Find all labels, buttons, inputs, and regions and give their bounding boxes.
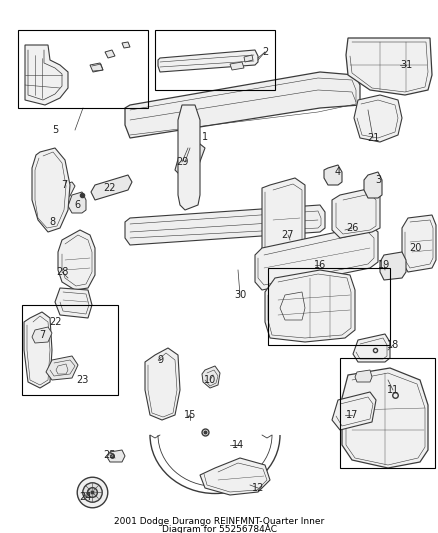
Text: 2001 Dodge Durango REINFMNT-Quarter Inner: 2001 Dodge Durango REINFMNT-Quarter Inne… (114, 518, 324, 527)
Text: 30: 30 (234, 290, 246, 300)
Text: 17: 17 (346, 410, 358, 420)
Polygon shape (332, 392, 376, 430)
Polygon shape (32, 327, 52, 343)
Text: 1: 1 (202, 132, 208, 142)
Text: 27: 27 (282, 230, 294, 240)
Polygon shape (32, 148, 70, 232)
Polygon shape (125, 205, 325, 245)
Polygon shape (122, 42, 130, 48)
Text: 23: 23 (76, 375, 88, 385)
Text: Diagram for 55256784AC: Diagram for 55256784AC (162, 526, 276, 533)
Text: 7: 7 (39, 330, 45, 340)
Polygon shape (354, 95, 402, 142)
Polygon shape (230, 62, 244, 70)
Polygon shape (262, 178, 305, 258)
Polygon shape (175, 140, 205, 178)
Text: 6: 6 (74, 200, 80, 210)
Polygon shape (200, 458, 270, 495)
Text: 28: 28 (56, 267, 68, 277)
Polygon shape (255, 225, 378, 290)
Text: 20: 20 (409, 243, 421, 253)
Polygon shape (355, 370, 372, 382)
Polygon shape (25, 45, 68, 105)
Bar (18, 30, 148, 108)
Text: 25: 25 (104, 450, 116, 460)
Text: 16: 16 (314, 260, 326, 270)
Polygon shape (353, 334, 390, 362)
Polygon shape (58, 182, 75, 198)
Polygon shape (324, 165, 342, 185)
Text: 26: 26 (346, 223, 358, 233)
Polygon shape (158, 50, 258, 72)
Text: 24: 24 (79, 492, 91, 502)
Polygon shape (91, 175, 132, 200)
Text: 11: 11 (387, 385, 399, 395)
Polygon shape (202, 366, 220, 388)
Text: 12: 12 (252, 483, 264, 493)
Polygon shape (68, 192, 86, 213)
Polygon shape (380, 252, 406, 280)
Polygon shape (90, 63, 103, 72)
Polygon shape (105, 50, 115, 58)
Polygon shape (145, 348, 180, 420)
Polygon shape (107, 450, 125, 462)
Text: 8: 8 (49, 217, 55, 227)
Polygon shape (46, 213, 60, 226)
Bar (22, 305, 118, 395)
Polygon shape (58, 230, 95, 290)
Polygon shape (55, 288, 92, 318)
Text: 22: 22 (104, 183, 116, 193)
Polygon shape (24, 312, 52, 388)
Text: 21: 21 (367, 133, 379, 143)
Bar (155, 30, 275, 90)
Bar (340, 358, 435, 468)
Text: 29: 29 (176, 157, 188, 167)
Text: 9: 9 (157, 355, 163, 365)
Text: 31: 31 (400, 60, 412, 70)
Text: 14: 14 (232, 440, 244, 450)
Polygon shape (244, 55, 253, 62)
Text: 3: 3 (375, 175, 381, 185)
Text: 4: 4 (335, 167, 341, 177)
Text: 19: 19 (378, 260, 390, 270)
Bar (268, 268, 390, 345)
Polygon shape (178, 105, 200, 210)
Polygon shape (346, 38, 432, 95)
Polygon shape (332, 188, 380, 238)
Polygon shape (46, 356, 78, 380)
Text: 22: 22 (49, 317, 61, 327)
Polygon shape (402, 215, 436, 272)
Polygon shape (265, 270, 355, 342)
Text: 5: 5 (52, 125, 58, 135)
Text: 2: 2 (262, 47, 268, 57)
Text: 7: 7 (61, 180, 67, 190)
Text: 15: 15 (184, 410, 196, 420)
Text: 10: 10 (204, 375, 216, 385)
Polygon shape (364, 172, 382, 198)
Text: 18: 18 (387, 340, 399, 350)
Polygon shape (125, 72, 360, 138)
Polygon shape (342, 368, 428, 468)
